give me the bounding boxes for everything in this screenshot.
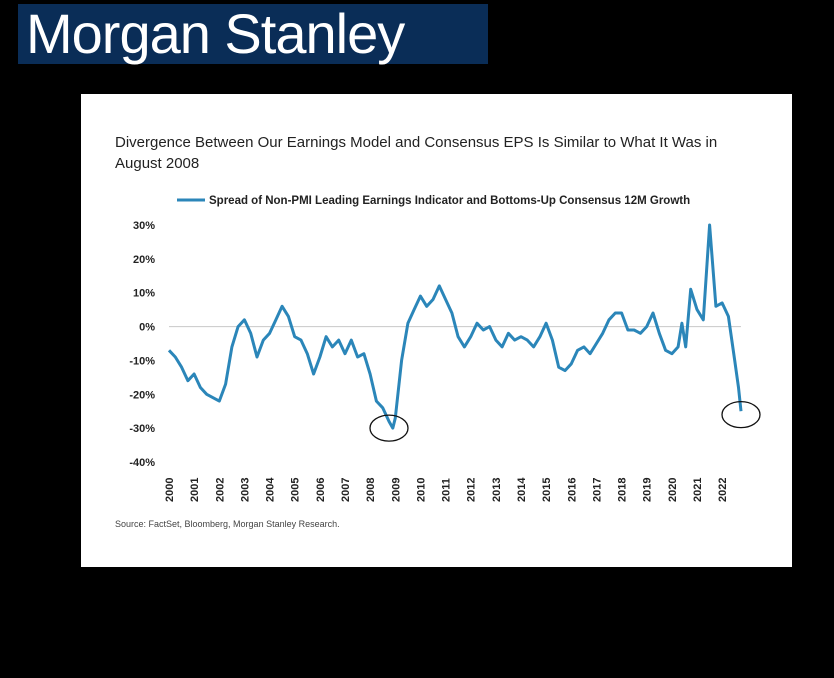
y-axis: 30% 20% 10% 0% -10% -20% -30% -40% [129, 220, 155, 469]
x-tick-label: 2019 [642, 478, 654, 502]
y-tick-label: -10% [129, 355, 155, 367]
x-tick-label: 2018 [617, 478, 629, 502]
x-tick-label: 2004 [265, 477, 277, 502]
x-tick-label: 2010 [415, 478, 427, 502]
y-tick-label: -20% [129, 389, 155, 401]
x-tick-label: 2012 [466, 478, 478, 502]
y-tick-label: 0% [139, 322, 155, 334]
x-tick-label: 2002 [214, 478, 226, 502]
annotations [369, 400, 761, 442]
y-tick-label: -30% [129, 423, 155, 435]
line-chart: Spread of Non-PMI Leading Earnings Indic… [129, 195, 761, 502]
x-tick-label: 2006 [315, 478, 327, 502]
x-tick-label: 2020 [667, 478, 679, 502]
y-tick-label: -40% [129, 457, 155, 469]
x-tick-label: 2013 [491, 478, 503, 502]
highlight-circle [721, 400, 761, 429]
morgan-stanley-logo: Morgan Stanley [18, 4, 488, 64]
highlight-circle [369, 414, 409, 442]
x-tick-label: 2003 [239, 478, 251, 502]
legend: Spread of Non-PMI Leading Earnings Indic… [177, 195, 690, 207]
x-tick-label: 2011 [441, 478, 453, 502]
x-tick-label: 2016 [566, 478, 578, 502]
x-tick-label: 2021 [692, 478, 704, 502]
source-note: Source: FactSet, Bloomberg, Morgan Stanl… [115, 519, 340, 529]
x-tick-label: 2017 [591, 478, 603, 502]
chart-title: Divergence Between Our Earnings Model an… [115, 134, 718, 172]
x-axis: 2000 2001 2002 2003 2004 2005 2006 2007 2008 2009… [164, 477, 729, 502]
series-line [167, 223, 743, 430]
legend-label: Spread of Non-PMI Leading Earnings Indic… [209, 195, 690, 207]
x-tick-label: 2000 [164, 478, 176, 502]
x-tick-label: 2015 [541, 478, 553, 502]
x-tick-label: 2014 [516, 477, 528, 502]
x-tick-label: 2022 [717, 478, 729, 502]
x-tick-label: 2008 [365, 478, 377, 502]
y-tick-label: 20% [133, 254, 155, 266]
y-tick-label: 10% [133, 288, 155, 300]
y-tick-label: 30% [133, 220, 155, 232]
x-tick-label: 2001 [189, 478, 201, 502]
x-tick-label: 2009 [390, 478, 402, 502]
chart-panel: Divergence Between Our Earnings Model an… [81, 94, 792, 567]
x-tick-label: 2007 [340, 478, 352, 502]
x-tick-label: 2005 [290, 478, 302, 502]
